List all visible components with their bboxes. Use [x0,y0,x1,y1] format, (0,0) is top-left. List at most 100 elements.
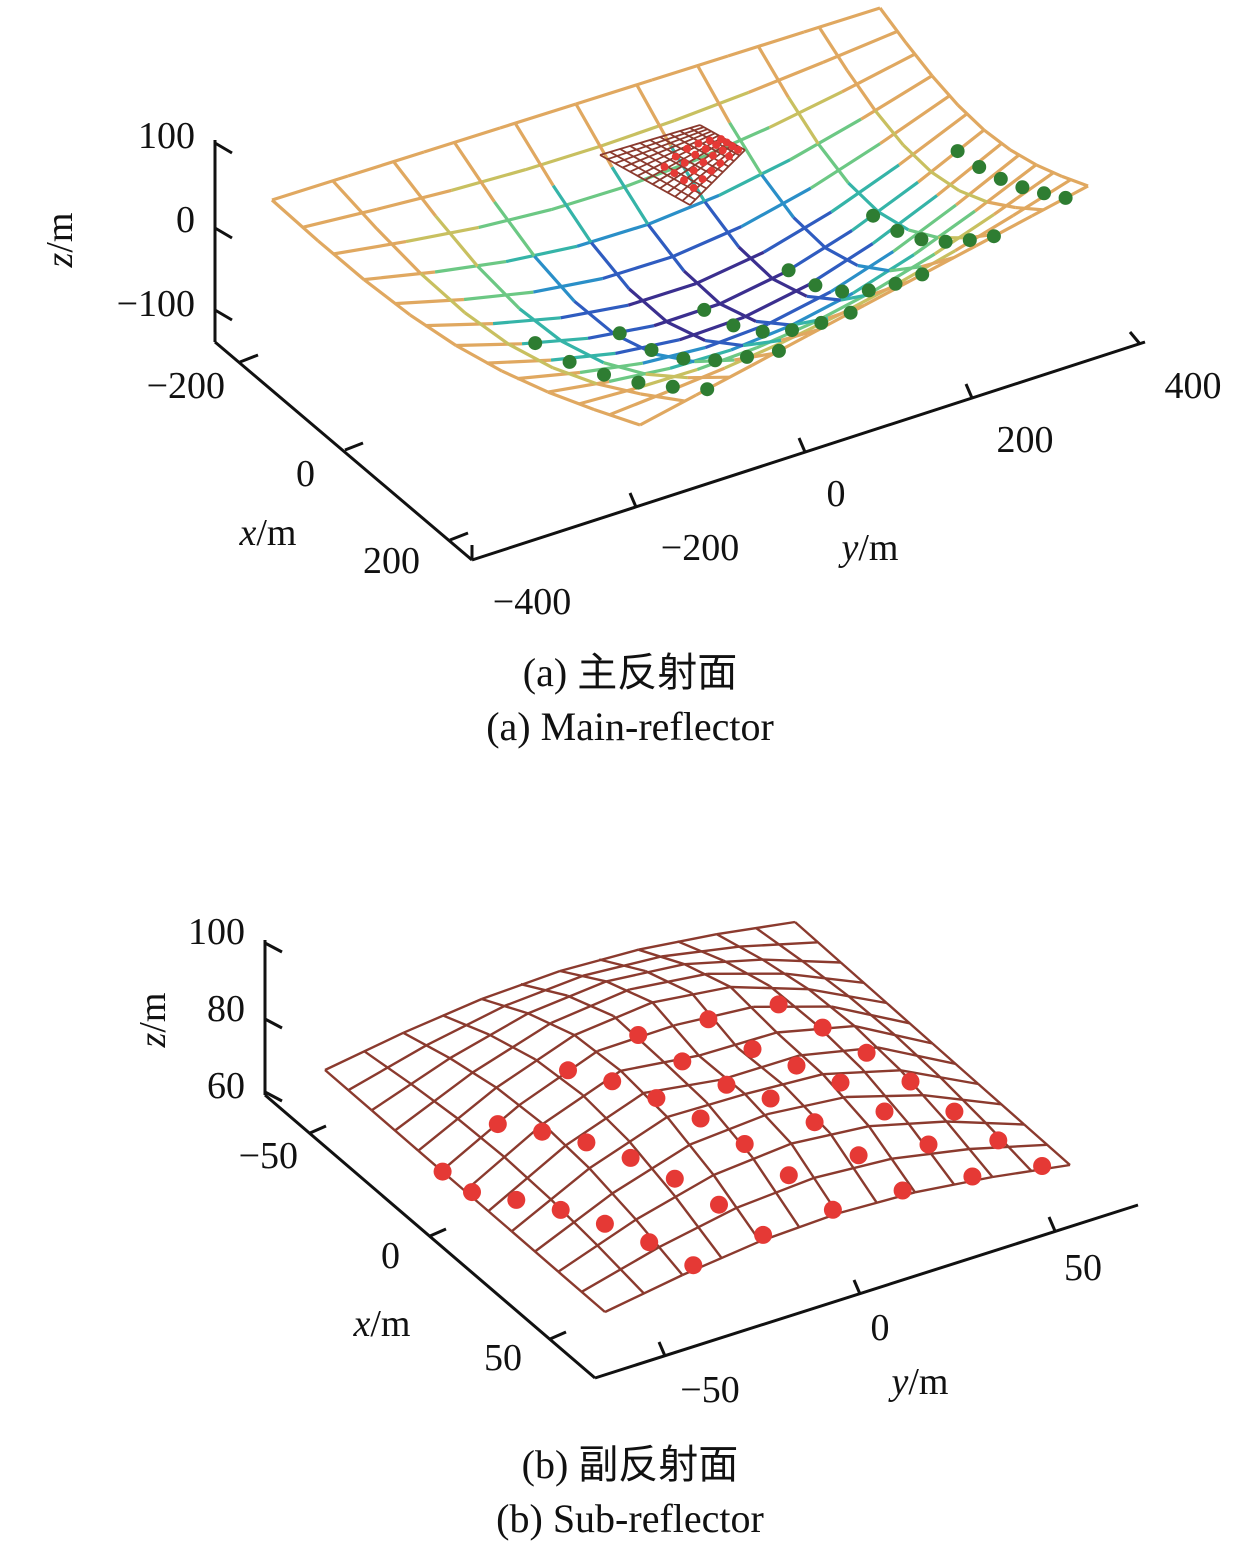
mesh-line [493,200,536,258]
actuator-node-marker [950,144,965,159]
mesh-line [794,921,842,964]
actuator-node-marker [1037,186,1051,201]
y-tick-label: 200 [997,419,1054,461]
mesh-line [410,1082,459,1120]
y-axis-label: y/m [838,527,899,569]
z-tick-mark [264,941,283,954]
mesh-line [683,963,732,989]
mesh-line [687,375,730,380]
caption-b-en: (b) Sub-reflector [496,1496,764,1541]
actuator-node-marker [808,278,823,293]
mesh-line [610,166,650,226]
sub-reflector-node-marker [710,1195,728,1214]
mesh-line [921,256,955,269]
sub-reflector-node-marker [779,1166,798,1185]
caption-b-cn: (b) 副反射面 [522,1442,739,1487]
mesh-line [768,984,817,1025]
mesh-line [857,263,890,273]
mesh-line [649,139,718,179]
mesh-line [635,1218,684,1276]
mesh-line [463,290,534,302]
sub-reflector-markers [433,995,1052,1275]
mesh-line [505,244,578,264]
mesh-line [316,239,366,281]
mesh-line [877,210,910,232]
mesh-line [488,1033,536,1061]
actuator-node-marker [740,349,754,364]
mesh-line [956,104,986,132]
mesh-line [596,1244,645,1295]
actuator-node-marker [597,367,611,382]
sub-reflector-node-marker [595,1214,614,1233]
sub-reflector-node-marker [603,1072,622,1091]
mesh-line [331,179,378,230]
mesh-line [450,168,527,192]
sub-reflector-node-marker [901,1072,920,1091]
actuator-node-marker [938,234,953,249]
mesh-line [938,1075,987,1124]
mesh-line [824,246,859,267]
mesh-line [635,84,673,147]
mesh-line [787,96,820,145]
z-tick-label: 100 [138,115,195,157]
mesh-line [651,1001,700,1057]
mesh-line [879,94,951,146]
z-tick-label: 60 [207,1065,245,1107]
mesh-line [402,1031,451,1060]
mesh-line [628,287,669,324]
mesh-line [525,144,601,172]
mesh-line [977,1083,1025,1126]
mesh-line [742,338,782,348]
z-tick-mark [264,1090,283,1103]
mesh-line [363,270,436,282]
actuator-node-marker [785,323,799,338]
mesh-line [363,278,411,317]
y-tick-mark [628,492,638,508]
mesh-line [917,128,985,184]
mesh-line [748,60,824,94]
mesh-line [501,369,549,394]
mesh-line [559,969,607,983]
actuator-node-marker [1015,180,1030,195]
mesh-line [639,393,697,427]
x-axis-label: x/m [353,1303,411,1345]
mesh-line [871,194,938,245]
mesh-line [534,1058,583,1096]
actuator-node-marker [528,336,543,351]
mesh-line [718,158,791,197]
y-tick-mark [1047,1216,1057,1232]
mesh-line [744,1093,793,1145]
caption-a-en: (a) Main-reflector [486,704,774,749]
x-tick-label: −50 [239,1135,298,1177]
mesh-line [602,255,673,281]
sub-reflector-node-marker [551,1200,570,1219]
inset-node-marker [712,141,721,149]
inset-node-marker [680,158,689,167]
sub-reflector-node-marker [805,1113,824,1132]
mesh-line [728,121,763,176]
mesh-line [703,200,741,249]
mesh-line [593,407,641,427]
sub-reflector-node-marker [919,1135,938,1154]
mesh-line [729,986,778,1034]
mesh-line [892,1032,941,1078]
mesh-line [476,265,521,310]
mesh-line [627,282,697,307]
mesh-line [712,1174,761,1242]
mesh-line [579,361,643,375]
mesh-line [520,983,568,997]
mesh-line [974,163,1037,213]
actuator-node-marker [993,171,1008,186]
mesh-line [800,959,849,997]
mesh-line [434,260,507,274]
mesh-line [598,958,646,973]
inset-node-marker [716,159,725,168]
sub-reflector-node-marker [673,1052,692,1071]
mesh-line [829,1132,878,1203]
mesh-line [533,255,576,303]
z-tick-label: −100 [117,283,195,325]
y-tick-label: −200 [661,527,739,569]
sub-reflector-node-marker [507,1190,526,1209]
mesh-line [743,283,810,319]
x-tick-label: 200 [363,540,420,582]
